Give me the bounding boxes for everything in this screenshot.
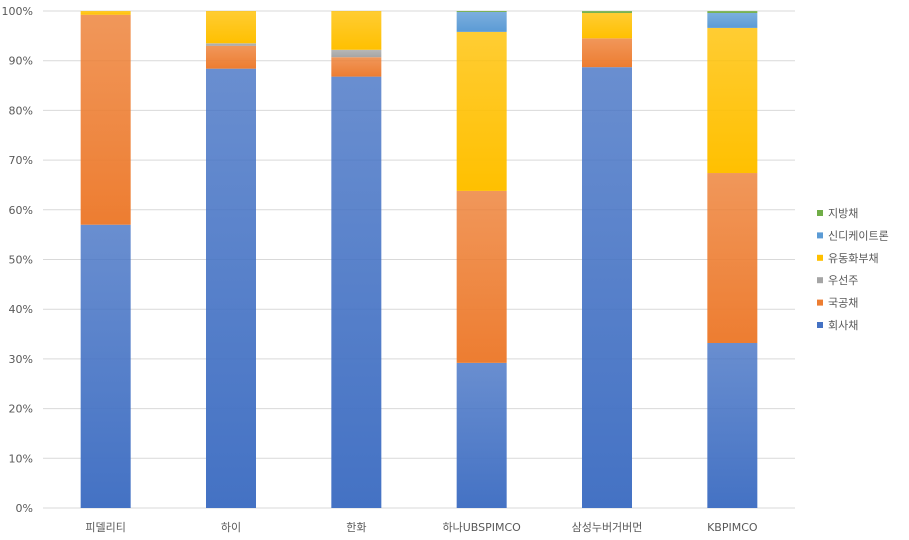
- bar-segment: [80, 14, 131, 225]
- y-tick-label: 80%: [9, 104, 33, 117]
- y-tick-label: 100%: [2, 5, 33, 18]
- y-tick-label: 10%: [9, 452, 33, 465]
- bar-segment: [206, 68, 256, 508]
- bar-segment: [707, 342, 758, 508]
- bar-segment: [582, 38, 632, 68]
- legend-swatch: [817, 299, 823, 306]
- bar-segment: [582, 12, 632, 39]
- bar-segment: [206, 45, 256, 69]
- bar-segment: [331, 11, 382, 50]
- bar-segment: [707, 11, 758, 13]
- bar-segment: [456, 31, 507, 191]
- legend-swatch: [817, 210, 823, 216]
- bar-segment: [707, 12, 758, 28]
- x-tick-label: KBPIMCO: [707, 521, 758, 534]
- legend-label: 우선주: [828, 274, 858, 287]
- y-tick-label: 30%: [9, 353, 33, 366]
- bar-segment: [331, 57, 382, 77]
- y-tick-label: 40%: [9, 303, 33, 316]
- legend-swatch: [817, 277, 823, 284]
- legend-swatch: [817, 254, 823, 261]
- legend-label: 유동화부채: [828, 252, 879, 265]
- legend-label: 국공채: [828, 297, 858, 310]
- bar-segment: [80, 224, 131, 508]
- bar-segment: [582, 67, 632, 508]
- x-tick-label: 삼성누버거버먼: [572, 521, 643, 534]
- bar-segment: [707, 173, 758, 343]
- y-tick-label: 90%: [9, 55, 33, 68]
- bar-segment: [331, 49, 382, 58]
- legend-swatch: [817, 322, 823, 328]
- x-tick-label: 하이: [221, 520, 241, 534]
- y-tick-label: 50%: [9, 254, 33, 267]
- legend-label: 회사채: [828, 319, 858, 332]
- legend-swatch: [817, 232, 823, 239]
- bar-segment: [80, 11, 131, 15]
- x-tick-label: 피델리티: [85, 521, 125, 534]
- x-tick-label: 하나UBSPIMCO: [442, 520, 521, 534]
- bar-segment: [456, 11, 507, 12]
- y-tick-label: 60%: [9, 204, 33, 217]
- bar-segment: [456, 11, 507, 32]
- y-tick-label: 20%: [9, 403, 33, 416]
- bar-segment: [206, 11, 256, 44]
- bar-segment: [707, 27, 758, 174]
- bar-segment: [206, 43, 256, 46]
- legend-label: 지방채: [828, 207, 858, 220]
- y-tick-label: 0%: [16, 502, 33, 515]
- legend-label: 신디케이트론: [828, 229, 889, 242]
- bar-segment: [456, 190, 507, 363]
- bar-segment: [331, 76, 382, 508]
- y-tick-label: 70%: [9, 154, 33, 167]
- bar-segment: [456, 362, 507, 508]
- bar-segment: [582, 11, 632, 13]
- x-tick-label: 한화: [346, 521, 366, 534]
